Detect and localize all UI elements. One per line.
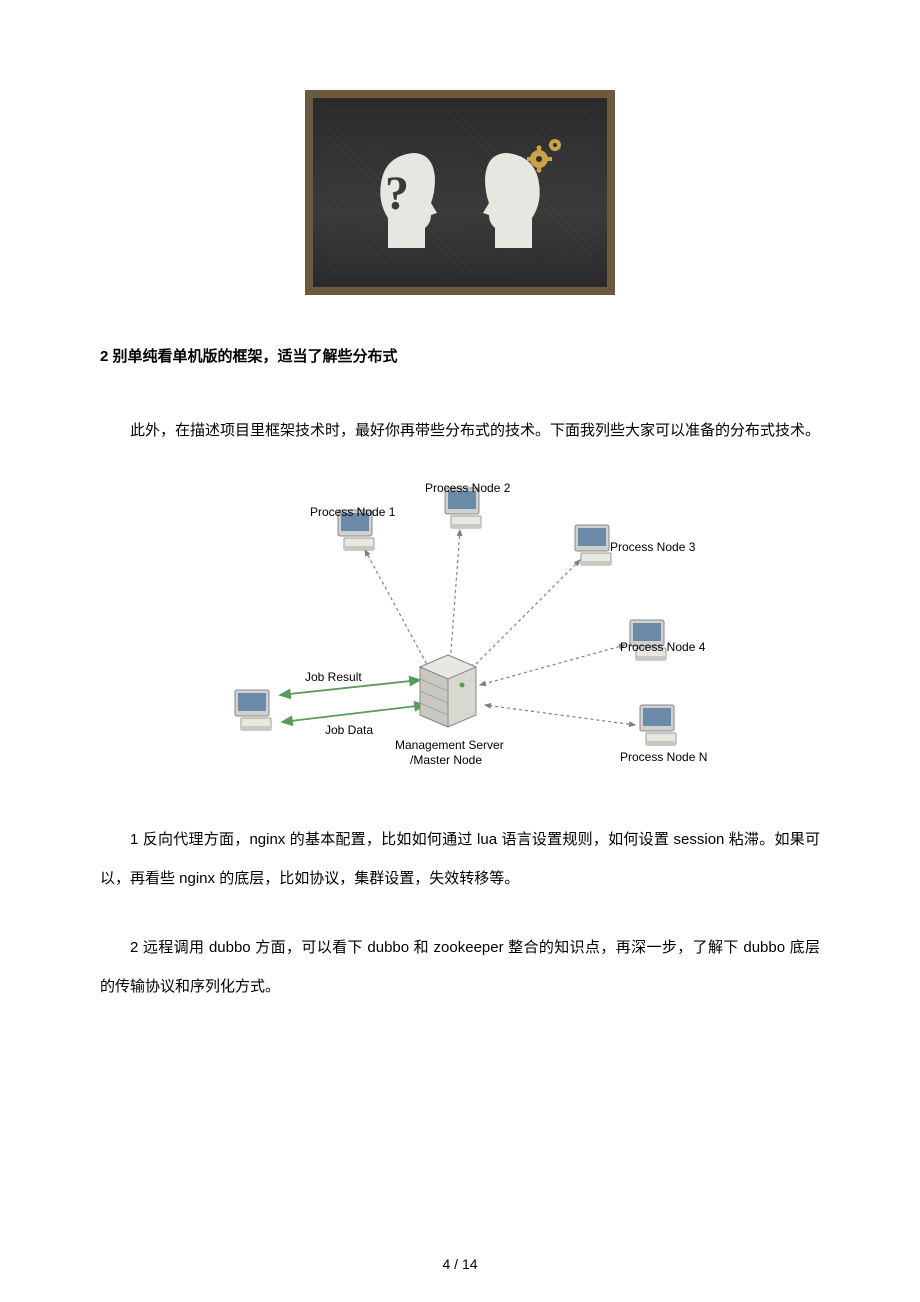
diagram-label-mgmt2: /Master Node [410, 753, 482, 767]
diagram-label-mgmt1: Management Server [395, 738, 504, 752]
diagram-label-node1: Process Node 1 [310, 505, 395, 519]
diagram-label-node2: Process Node 2 [425, 481, 510, 495]
diagram-label-node4: Process Node 4 [620, 640, 705, 654]
head-silhouette-right [477, 148, 557, 248]
section-heading: 2 别单纯看单机版的框架，适当了解些分布式 [100, 345, 820, 366]
hero-image-wrap: ? [100, 90, 820, 295]
diagram-label-job-data: Job Data [325, 723, 373, 737]
head-silhouette-left: ? [363, 148, 443, 248]
distributed-diagram-wrap: Process Node 1 Process Node 2 Process No… [100, 480, 820, 780]
diagram-label-node3: Process Node 3 [610, 540, 695, 554]
intro-paragraph: 此外，在描述项目里框架技术时，最好你再带些分布式的技术。下面我列些大家可以准备的… [100, 411, 820, 450]
page-number: 4 / 14 [0, 1256, 920, 1272]
paragraph-nginx: 1 反向代理方面，nginx 的基本配置，比如如何通过 lua 语言设置规则，如… [100, 820, 820, 898]
paragraph-dubbo: 2 远程调用 dubbo 方面，可以看下 dubbo 和 zookeeper 整… [100, 928, 820, 1006]
gears-icon [527, 133, 567, 178]
hero-image: ? [305, 90, 615, 295]
question-mark-icon: ? [385, 166, 409, 221]
diagram-label-job-result: Job Result [305, 670, 362, 684]
distributed-diagram: Process Node 1 Process Node 2 Process No… [210, 480, 710, 780]
diagram-label-nodeN: Process Node N [620, 750, 707, 764]
